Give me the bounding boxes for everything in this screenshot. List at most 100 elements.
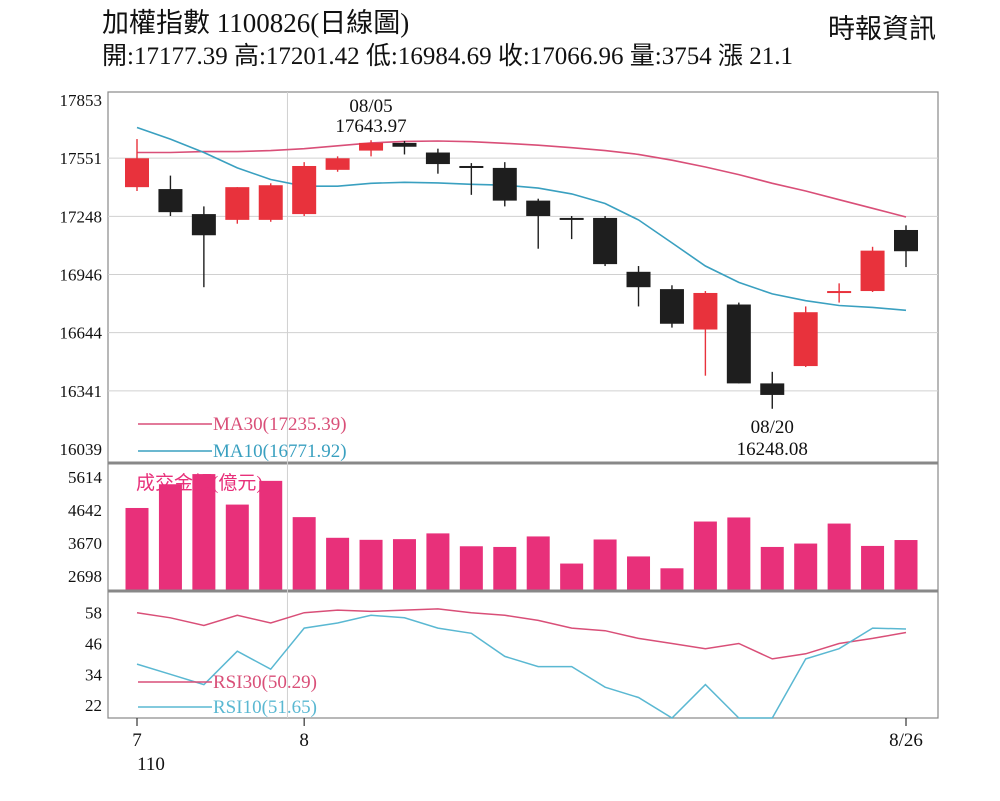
price-axis: 17853 17551 17248 16946 16644 16341 16039 bbox=[60, 91, 103, 459]
candle bbox=[158, 175, 183, 217]
volume-bar bbox=[894, 540, 918, 590]
volume-bar bbox=[392, 539, 416, 590]
candle-body bbox=[860, 250, 885, 292]
rsi-axis: 58 46 34 22 bbox=[85, 604, 103, 715]
volume-tick-label: 5614 bbox=[68, 468, 103, 487]
volume-bar bbox=[158, 484, 182, 590]
candle bbox=[827, 283, 852, 303]
x-tick-label: 7 bbox=[132, 730, 142, 751]
ma30-line bbox=[137, 140, 907, 218]
moving-average-lines bbox=[136, 126, 907, 312]
rsi-tick-label: 22 bbox=[85, 696, 102, 715]
volume-bar bbox=[727, 517, 751, 590]
candle bbox=[760, 371, 785, 409]
volume-bar bbox=[459, 546, 483, 590]
volume-bar bbox=[861, 545, 885, 590]
source-label: 時報資訊 bbox=[828, 14, 936, 44]
volume-tick-label: 3670 bbox=[68, 534, 102, 553]
candle-body bbox=[526, 200, 551, 217]
volume-bar bbox=[225, 504, 249, 590]
volume-bars bbox=[125, 474, 918, 590]
volume-bar bbox=[493, 546, 517, 590]
candle-body bbox=[894, 229, 918, 252]
volume-bar bbox=[259, 480, 283, 590]
price-tick-label: 17248 bbox=[60, 207, 103, 226]
volume-bar bbox=[125, 507, 149, 590]
volume-bar bbox=[794, 543, 818, 590]
legend-label: MA30(17235.39) bbox=[213, 414, 347, 435]
candle-body bbox=[593, 217, 618, 265]
candle bbox=[894, 225, 918, 268]
candle bbox=[258, 183, 283, 222]
volume-bar bbox=[627, 556, 651, 590]
rsi-legend: RSI30(50.29) RSI10(51.65) bbox=[138, 672, 317, 718]
chart-frames bbox=[107, 91, 939, 719]
x-tick-label: 8/26 bbox=[889, 730, 923, 751]
candle-body bbox=[459, 165, 484, 168]
candle-body bbox=[359, 142, 384, 151]
candle bbox=[191, 206, 216, 288]
volume-legend: 成交金額(億元) bbox=[136, 472, 263, 494]
high-date-label: 08/05 bbox=[349, 96, 392, 117]
volume-bar bbox=[526, 536, 550, 590]
volume-tick-label: 4642 bbox=[68, 501, 102, 520]
volume-bar bbox=[693, 521, 717, 590]
volume-bar bbox=[426, 533, 450, 590]
candle bbox=[526, 198, 551, 249]
ma10-line bbox=[136, 126, 907, 312]
volume-bar bbox=[760, 546, 784, 590]
candle-body bbox=[225, 187, 250, 220]
volume-bar bbox=[192, 474, 216, 590]
candle-body bbox=[492, 167, 517, 201]
candle-body bbox=[292, 165, 317, 215]
candle bbox=[459, 163, 484, 195]
price-tick-label: 16644 bbox=[60, 324, 103, 343]
volume-tick-label: 2698 bbox=[68, 567, 102, 586]
candle bbox=[860, 246, 885, 293]
rsi-line bbox=[136, 614, 907, 719]
candle bbox=[726, 302, 751, 384]
candle bbox=[359, 140, 384, 157]
volume-bar bbox=[827, 523, 851, 590]
volume-axis: 5614 4642 3670 2698 bbox=[68, 468, 103, 586]
candle bbox=[693, 291, 718, 376]
candle-body bbox=[827, 291, 852, 294]
price-legend: MA30(17235.39) MA10(16771.92) bbox=[138, 414, 347, 462]
rsi-tick-label: 58 bbox=[85, 604, 102, 623]
price-tick-label: 16039 bbox=[60, 440, 103, 459]
legend-label: MA10(16771.92) bbox=[213, 441, 347, 462]
candle-body bbox=[425, 152, 450, 165]
grid-lines bbox=[108, 92, 938, 718]
price-tick-label: 16341 bbox=[60, 382, 103, 401]
high-value-label: 17643.97 bbox=[335, 116, 406, 137]
candle bbox=[659, 285, 684, 328]
candle-body bbox=[559, 217, 584, 220]
x-tick-label: 8 bbox=[299, 730, 309, 751]
low-date-label: 08/20 bbox=[751, 417, 794, 438]
candlesticks bbox=[125, 139, 918, 409]
rsi-line bbox=[136, 608, 907, 660]
rsi-tick-label: 34 bbox=[85, 665, 103, 684]
x-axis: 7 8 8/26 110 bbox=[132, 718, 923, 775]
candle-body bbox=[258, 185, 283, 220]
candle-body bbox=[392, 142, 417, 147]
candle-body bbox=[726, 304, 751, 384]
low-value-label: 16248.08 bbox=[737, 439, 808, 460]
candle-body bbox=[793, 312, 818, 367]
ohlc-summary: 開:17177.39 高:17201.42 低:16984.69 收:17066… bbox=[102, 43, 793, 70]
candle bbox=[292, 162, 317, 217]
price-tick-label: 17551 bbox=[60, 149, 103, 168]
candle-body bbox=[659, 289, 684, 324]
volume-bar bbox=[660, 568, 684, 590]
candle bbox=[593, 216, 618, 267]
legend-label: RSI10(51.65) bbox=[213, 697, 317, 718]
price-tick-label: 16946 bbox=[60, 266, 103, 285]
candle bbox=[626, 266, 651, 307]
candle-body bbox=[760, 383, 785, 395]
volume-bar bbox=[593, 539, 617, 590]
legend-label: RSI30(50.29) bbox=[213, 672, 317, 693]
candle-body bbox=[158, 189, 183, 213]
candle bbox=[793, 306, 818, 368]
